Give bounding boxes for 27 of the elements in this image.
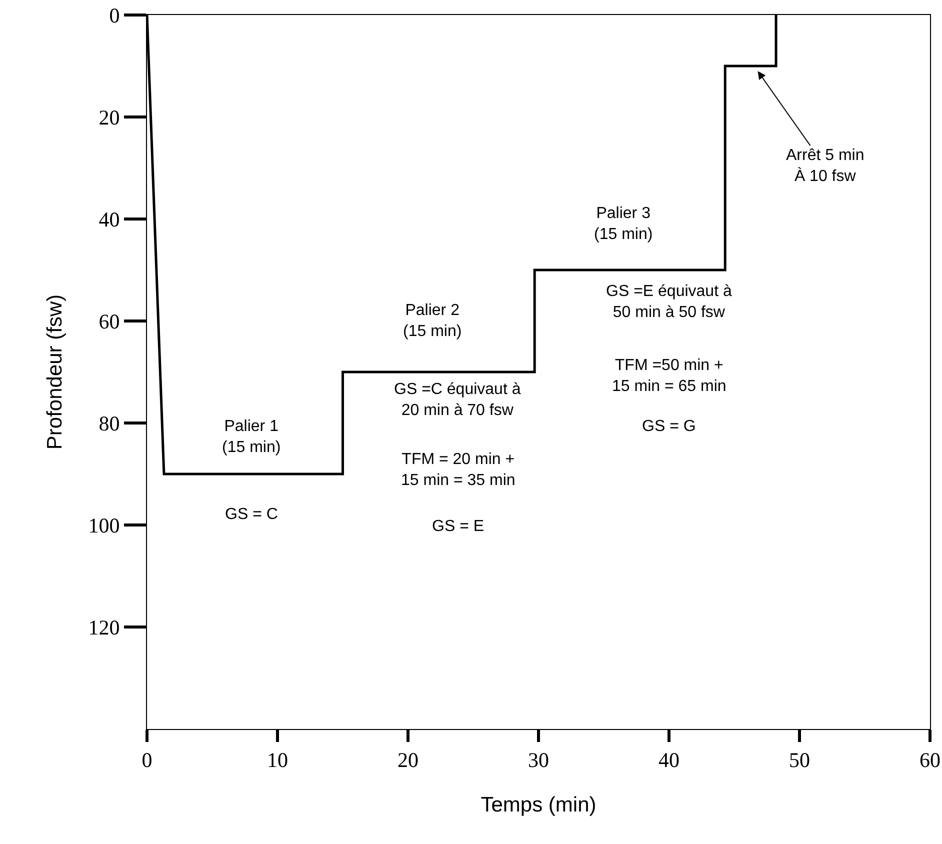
y-tick-label: 40 [98,207,120,232]
x-tick-label: 10 [267,748,288,772]
y-tick-label: 100 [88,513,120,538]
annotation: TFM = 20 min + 15 min = 35 min [401,451,516,489]
annotation: Palier 3 (15 min) [594,205,653,243]
y-tick-label: 120 [88,615,120,640]
x-axis-title: Temps (min) [480,793,596,816]
x-tick-label: 0 [142,748,152,772]
y-tick-label: 60 [98,309,120,334]
annotation: TFM =50 min + 15 min = 65 min [612,357,726,395]
x-tick-label: 40 [658,748,680,772]
y-tick-label: 20 [98,105,120,130]
annotation: Palier 2 (15 min) [403,302,462,340]
y-axis-title: Profondeur (fsw) [43,294,66,450]
x-tick-label: 50 [789,748,810,772]
annotation: GS =E équivaut à 50 min à 50 fsw [606,283,732,321]
x-tick-label: 30 [528,748,549,772]
annotation: Arrêt 5 min À 10 fsw [786,147,864,185]
y-tick-label: 0 [109,3,120,28]
y-tick-label: 80 [98,411,120,436]
annotation: GS = G [642,418,696,435]
x-tick-label: 20 [398,748,418,772]
annotation: Palier 1 (15 min) [222,418,281,456]
annotation: GS = C [225,506,278,523]
x-tick-label: 60 [920,748,940,772]
annotation: GS = E [432,518,484,535]
annotation: GS =C équivaut à 20 min à 70 fsw [394,381,521,419]
